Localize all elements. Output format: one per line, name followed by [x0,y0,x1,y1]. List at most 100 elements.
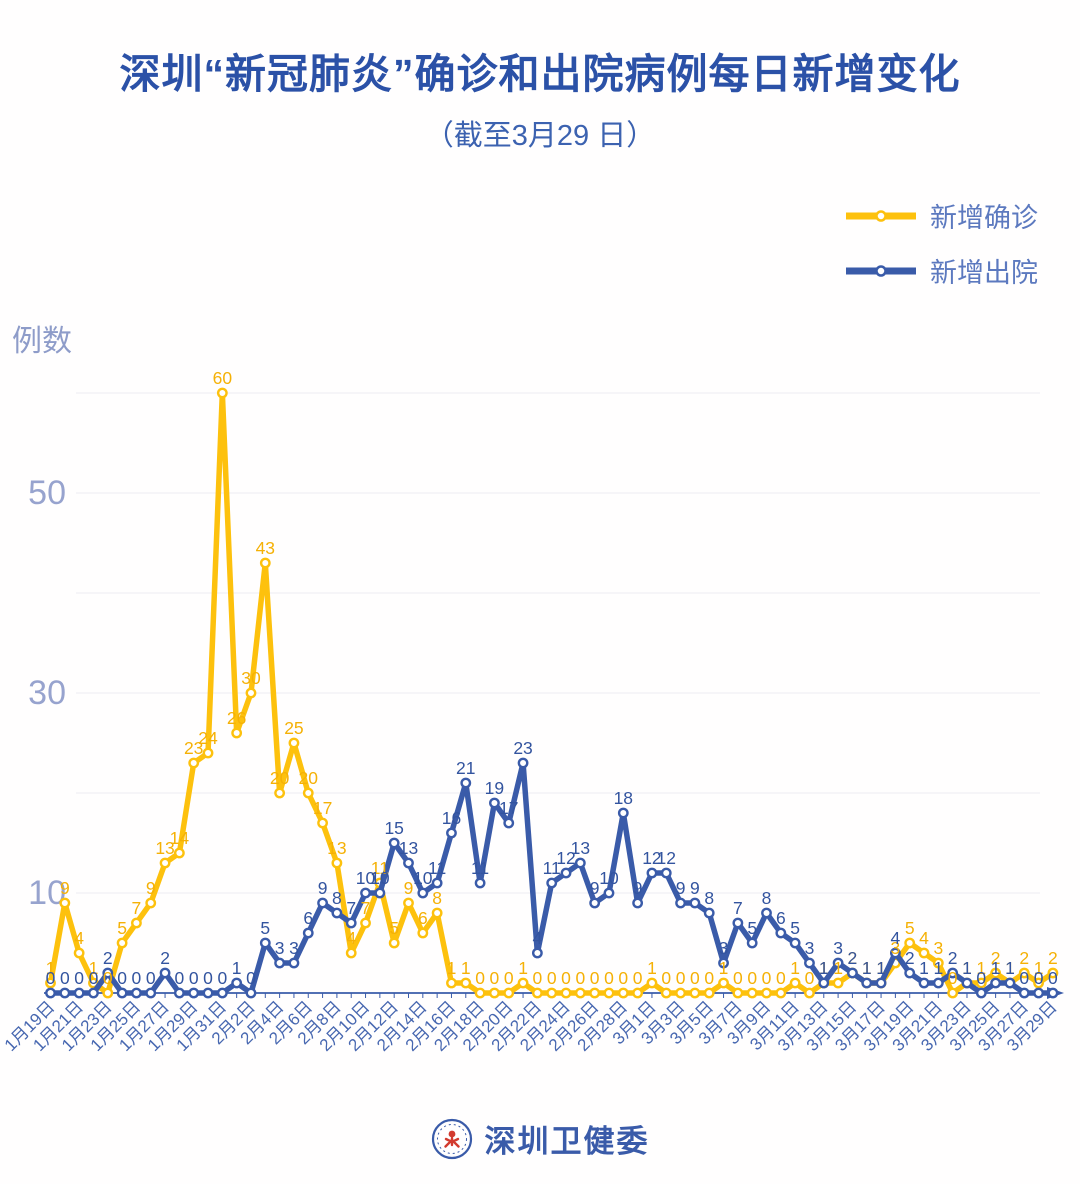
data-point [45,987,56,999]
data-point [417,927,429,939]
value-label: 2 [848,948,858,968]
data-point [188,987,200,999]
value-label: 1 [819,958,829,978]
data-point [331,907,343,919]
value-label: 11 [371,858,389,878]
data-point [102,967,114,979]
data-point [746,937,758,949]
data-point [832,957,844,969]
value-label: 1 [1034,958,1044,978]
data-point [689,897,701,909]
value-label: 0 [604,968,614,988]
data-point [1047,967,1059,979]
value-label: 3 [933,938,943,958]
value-label: 1 [833,958,843,978]
data-point [388,937,400,949]
value-label: 1 [976,958,986,978]
value-label: 25 [284,718,303,738]
value-label: 9 [60,878,70,898]
value-label: 2 [1048,948,1058,968]
value-label: 12 [642,848,661,868]
value-label: 17 [313,798,332,818]
value-label: 5 [389,918,399,938]
data-point [388,837,400,849]
data-point [703,907,715,919]
data-point [446,827,457,839]
value-label: 0 [575,968,585,988]
value-label: 6 [418,908,428,928]
legend-label-confirmed: 新增确诊 [930,203,1038,233]
data-point [761,987,772,999]
data-point [689,987,701,999]
value-label: 0 [117,968,127,988]
value-label: 20 [270,768,290,788]
data-point [259,557,271,569]
value-label: 3 [805,938,815,958]
value-label: 0 [547,968,557,988]
value-label: 1 [819,958,829,978]
value-label: 24 [198,728,218,748]
value-label: 8 [704,888,714,908]
value-label: 7 [346,898,356,918]
value-label: 10 [370,868,390,888]
data-point [1033,987,1044,999]
value-label: 10 [356,868,376,888]
value-label: 0 [633,968,643,988]
value-label: 13 [155,838,174,858]
data-point [932,977,944,989]
value-label: 0 [60,968,70,988]
data-point [116,937,128,949]
data-point [875,977,887,989]
data-point [245,687,257,699]
data-point [990,977,1002,989]
data-point [202,987,214,999]
value-label: 0 [690,968,700,988]
value-label: 0 [1048,968,1058,988]
data-point [1033,977,1044,989]
data-point [489,987,500,999]
value-label: 0 [747,968,757,988]
value-label: 23 [513,738,532,758]
footer: 深圳卫健委 [0,1116,1080,1161]
value-label: 43 [256,538,275,558]
data-point [417,887,429,899]
value-label: 21 [456,758,475,778]
value-label: 0 [762,968,772,988]
data-point [1018,967,1030,979]
data-point [932,957,944,969]
value-label: 1 [518,958,528,978]
value-label: 0 [146,968,156,988]
data-point [617,807,629,819]
data-point [789,977,801,989]
data-point [746,987,758,999]
value-label: 0 [74,968,84,988]
value-label: 11 [543,858,561,878]
chart-title: 深圳“新冠肺炎”确诊和出院病例每日新增变化 [119,51,961,97]
data-point [975,987,987,999]
data-point [274,787,286,799]
value-label: 2 [948,948,958,968]
value-label: 0 [203,968,213,988]
data-point [159,967,171,979]
value-label: 0 [776,968,786,988]
value-label: 1 [790,958,800,978]
data-point [274,957,286,969]
data-point [961,977,973,989]
value-label: 1 [461,958,471,978]
data-point [45,977,56,989]
data-point [145,987,157,999]
data-point [589,897,601,909]
value-label: 0 [661,968,671,988]
value-label: 1 [991,958,1001,978]
value-label: 5 [790,918,800,938]
legend: 新增确诊 新增出院 [844,196,1038,290]
value-label: 1 [719,958,729,978]
data-point [990,967,1002,979]
data-point [1004,977,1016,989]
value-label: 0 [976,968,986,988]
data-point [460,977,472,989]
data-point [446,977,457,989]
confirmed-line-swatch [846,209,916,222]
value-label: 1 [1005,958,1015,978]
